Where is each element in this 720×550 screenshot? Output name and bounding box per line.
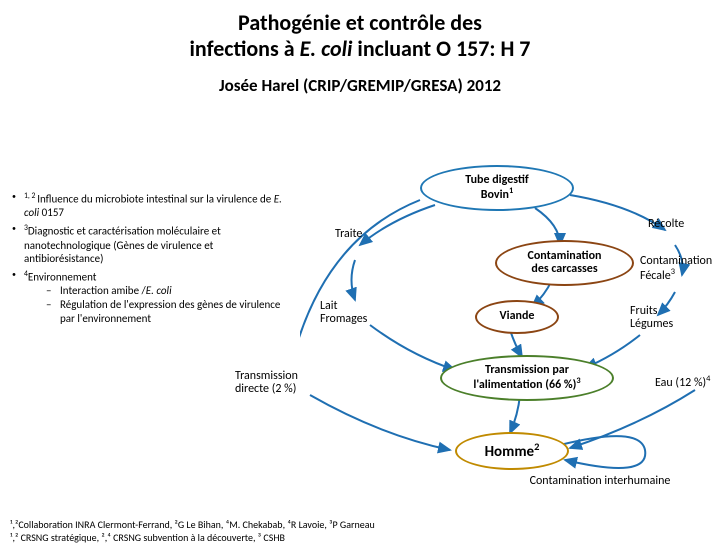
- homme-a: Homme: [485, 443, 534, 461]
- title-line2b: incluant O 157: H 7: [352, 35, 530, 62]
- b1-sup: 1, 2: [24, 192, 37, 201]
- homme-sup: 2: [534, 440, 539, 453]
- carc-l1: Contamination: [528, 249, 602, 263]
- fec-sup: 3: [671, 267, 675, 277]
- bullet-1: 1, 2 Influence du microbiote intestinal …: [12, 192, 292, 220]
- label-directe: Transmissiondirecte (2 %): [235, 370, 325, 396]
- label-interhum: Contamination interhumaine: [500, 475, 700, 488]
- fec-l2a: Fécale: [640, 269, 671, 283]
- b1-a: Influence du microbiote intestinal sur l…: [37, 193, 274, 206]
- bovin-l2a: Bovin: [481, 188, 509, 202]
- label-traite: Traite: [335, 228, 362, 241]
- viande-text: Viande: [500, 310, 535, 323]
- alim-l2a: l'alimentation (66 %): [473, 378, 576, 392]
- lait-l1: Lait: [320, 299, 338, 313]
- oval-carcasse: Contaminationdes carcasses: [495, 240, 634, 286]
- label-eau: Eau (12 %)4: [655, 375, 710, 390]
- title-line1: Pathogénie et contrôle des: [238, 9, 482, 36]
- dir-l2: directe (2 %): [235, 382, 296, 396]
- bullet-3-sub2: Régulation de l'expression des gènes de …: [46, 298, 292, 326]
- bullet-list: 1, 2 Influence du microbiote intestinal …: [12, 192, 292, 330]
- label-fecale: ContaminationFécale3: [640, 255, 712, 283]
- oval-alimentation: Transmission parl'alimentation (66 %)3: [440, 355, 614, 401]
- title-line2-em: E. coli: [300, 35, 353, 62]
- title-line2a: infections à: [190, 35, 300, 62]
- bovin-l1: Tube digestif: [465, 173, 528, 187]
- alim-sup: 3: [576, 376, 580, 386]
- oval-bovin: Tube digestifBovin1: [420, 165, 574, 211]
- subtitle: Josée Harel (CRIP/GREMIP/GRESA) 2012: [0, 75, 720, 96]
- footnotes: ¹,²Collaboration INRA Clermont-Ferrand, …: [10, 519, 710, 544]
- b3s1-a: Interaction amibe /: [60, 284, 146, 297]
- bullet-2: 3Diagnostic et caractérisation moléculai…: [12, 224, 292, 266]
- b3s1-em: E. coli: [146, 284, 172, 297]
- oval-homme: Homme2: [455, 432, 569, 470]
- page-title: Pathogénie et contrôle des infections à …: [0, 10, 720, 63]
- fec-l1: Contamination: [640, 254, 712, 268]
- label-fruits: FruitsLégumes: [630, 305, 673, 331]
- alim-l1: Transmission par: [485, 363, 569, 377]
- b1-b: 0157: [39, 206, 64, 219]
- eau-sup: 4: [706, 374, 710, 384]
- carc-l2: des carcasses: [531, 262, 597, 276]
- b3-text: Environnement: [28, 271, 97, 284]
- oval-viande: Viande: [475, 300, 559, 334]
- bullet-3: 4Environnement Interaction amibe /E. col…: [12, 270, 292, 326]
- bullet-3-sub1: Interaction amibe /E. coli: [46, 284, 292, 298]
- flow-diagram: Tube digestifBovin1 Contaminationdes car…: [300, 170, 720, 470]
- label-lait: LaitFromages: [320, 300, 367, 326]
- bovin-sup: 1: [509, 186, 513, 196]
- fr-l2: Légumes: [630, 317, 673, 331]
- footnote-2: ¹,² CRSNG stratégique, ²,⁴ CRSNG subvent…: [10, 532, 710, 545]
- b2-text: Diagnostic et caractérisation moléculair…: [24, 225, 221, 266]
- label-recolte: Récolte: [648, 218, 684, 231]
- lait-l2: Fromages: [320, 312, 367, 326]
- fr-l1: Fruits: [630, 304, 657, 318]
- dir-l1: Transmission: [235, 369, 298, 383]
- eau-a: Eau (12 %): [655, 376, 706, 390]
- footnote-1: ¹,²Collaboration INRA Clermont-Ferrand, …: [10, 519, 710, 532]
